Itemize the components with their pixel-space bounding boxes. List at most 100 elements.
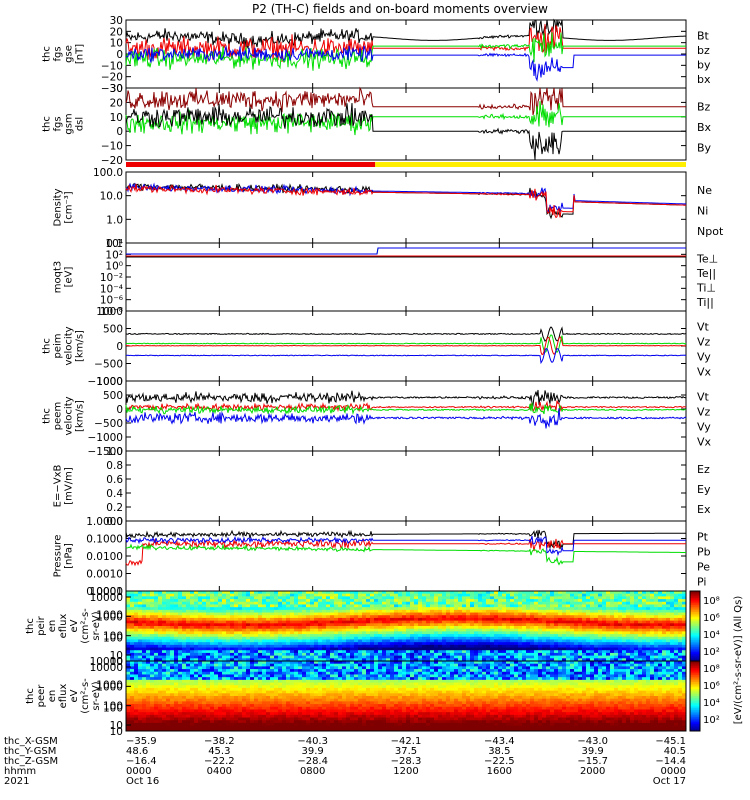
spectro-cell (458, 617, 463, 622)
spectro-cell (370, 650, 375, 654)
spectro-cell (466, 607, 471, 611)
spectro-cell (314, 636, 319, 640)
legend-entry: Pi (697, 576, 706, 589)
spectro-cell (238, 652, 243, 657)
spectro-cell (198, 674, 203, 678)
panel-label-line: peim (53, 333, 64, 358)
spectro-cell (214, 650, 219, 654)
spectro-cell (354, 652, 359, 657)
spectro-cell (602, 615, 607, 619)
spectro-cell (302, 604, 307, 608)
spectro-cell (214, 712, 219, 716)
spectro-cell (238, 712, 243, 716)
spectro-cell (246, 642, 251, 646)
spectro-cell (626, 652, 631, 657)
spectro-cell (466, 652, 471, 657)
spectro-cell (290, 591, 295, 595)
spectro-cell (590, 650, 595, 654)
spectro-cell (158, 669, 163, 673)
spectro-cell (542, 609, 547, 614)
spectro-cell (538, 636, 543, 640)
spectro-cell (542, 658, 547, 662)
spectro-cell (406, 636, 411, 640)
spectro-cell (322, 615, 327, 619)
spectro-cell (562, 636, 567, 640)
spectro-cell (578, 631, 583, 635)
spectro-cell (158, 690, 163, 694)
spectro-cell (514, 652, 519, 657)
spectro-cell (454, 607, 459, 611)
spectro-cell (586, 615, 591, 619)
spectro-cell (230, 617, 235, 622)
spectro-cell (590, 655, 595, 659)
spectro-cell (286, 609, 291, 614)
spectro-cell (178, 650, 183, 654)
spectro-cell (158, 693, 163, 697)
spectro-cell (618, 596, 623, 600)
spectro-cell (166, 696, 171, 700)
spectro-cell (314, 650, 319, 654)
spectro-cell (238, 728, 243, 732)
spectro-cell (578, 620, 583, 624)
spectro-cell (634, 628, 639, 632)
spectro-cell (238, 591, 243, 595)
spectro-cell (534, 652, 539, 657)
spectro-cell (258, 696, 263, 700)
spectro-cell (502, 609, 507, 614)
spectro-cell (222, 663, 227, 667)
spectro-cell (262, 634, 267, 638)
spectro-cell (678, 607, 683, 611)
spectro-cell (462, 612, 467, 616)
spectro-cell (606, 599, 611, 603)
spectro-cell (214, 674, 219, 678)
spectro-cell (354, 609, 359, 614)
spectro-cell (218, 639, 223, 643)
spectro-cell (226, 591, 231, 595)
spectro-cell (426, 612, 431, 616)
spectro-cell (154, 623, 159, 627)
spectro-cell (158, 636, 163, 640)
spectro-cell (234, 596, 239, 600)
spectro-cell (202, 652, 207, 657)
spectro-cell (226, 634, 231, 638)
spectro-cell (630, 639, 635, 643)
spectro-cell (186, 626, 191, 630)
spectro-cell (566, 647, 571, 651)
spectro-cell (230, 669, 235, 673)
spectro-cell (386, 642, 391, 646)
spectro-cell (530, 615, 535, 619)
spectro-cell (314, 652, 319, 657)
spectro-cell (562, 615, 567, 619)
spectro-cell (418, 658, 423, 662)
spectro-cell (526, 652, 531, 657)
spectro-cell (178, 655, 183, 659)
spectro-cell (134, 671, 139, 675)
spectro-cell (238, 647, 243, 651)
spectro-cell (358, 644, 363, 649)
spectro-cell (142, 634, 147, 638)
spectro-cell (230, 623, 235, 627)
spectro-cell (354, 617, 359, 622)
spectro-cell (546, 634, 551, 638)
spectro-cell (382, 599, 387, 603)
spectro-cell (314, 644, 319, 649)
spectro-cell (138, 698, 143, 702)
spectro-cell (486, 636, 491, 640)
spectro-cell (530, 642, 535, 646)
spectro-cell (662, 639, 667, 643)
spectro-cell (150, 679, 155, 684)
spectro-cell (162, 712, 167, 716)
spectro-cell (586, 631, 591, 635)
spectro-cell (502, 612, 507, 616)
spectro-cell (382, 634, 387, 638)
spectro-cell (378, 652, 383, 657)
spectro-cell (450, 601, 455, 605)
spectro-cell (314, 647, 319, 651)
spectro-cell (402, 593, 407, 597)
spectro-cell (402, 596, 407, 600)
spectro-cell (242, 647, 247, 651)
spectro-cell (222, 679, 227, 684)
spectro-cell (210, 652, 215, 657)
spectro-cell (214, 655, 219, 659)
spectro-cell (262, 596, 267, 600)
